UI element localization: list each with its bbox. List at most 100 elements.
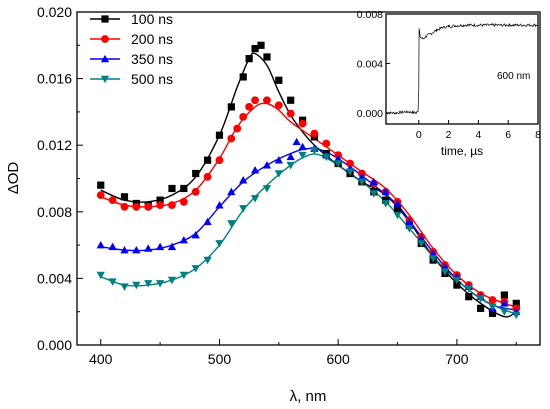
- main-series-markers: [96, 41, 521, 320]
- data-point: [440, 262, 450, 271]
- data-point: [179, 271, 188, 280]
- x-tick-label: 700: [445, 351, 469, 367]
- data-point: [120, 193, 129, 201]
- data-point: [215, 240, 224, 248]
- data-point: [346, 159, 354, 168]
- data-point: [500, 299, 509, 307]
- data-point: [298, 119, 307, 128]
- series-curve-1: [100, 102, 517, 308]
- data-point: [250, 166, 260, 174]
- data-point: [440, 268, 450, 276]
- data-point: [334, 154, 343, 162]
- data-point: [286, 109, 295, 118]
- data-point: [179, 197, 188, 206]
- data-point: [453, 281, 461, 289]
- data-point: [191, 265, 200, 273]
- data-point: [227, 187, 236, 196]
- inset-x-tick-label: 4: [475, 129, 481, 141]
- data-point: [500, 291, 508, 299]
- data-point: [322, 153, 331, 161]
- inset-x-tick-label: 8: [535, 129, 541, 141]
- data-point: [245, 103, 254, 111]
- data-point: [167, 242, 177, 251]
- data-point: [239, 73, 247, 81]
- data-point: [108, 196, 117, 205]
- data-point: [429, 255, 438, 263]
- inset-x-axis-title: time, µs: [441, 144, 483, 158]
- inset-y-tick-label: 0.000: [357, 108, 383, 120]
- data-point: [245, 55, 253, 63]
- y-tick-label: 0.004: [37, 270, 72, 286]
- inset-y-axis: 0.000 0.004 0.008: [357, 9, 390, 120]
- data-point: [464, 285, 473, 293]
- data-point: [381, 187, 390, 196]
- data-point: [144, 244, 153, 252]
- data-point: [286, 152, 295, 161]
- main-y-axis: 0.000 0.004 0.008 0.012 0.016 0.020: [37, 4, 83, 353]
- inset-x-tick-label: 6: [505, 129, 511, 141]
- inset-plot: 0.000 0.004 0.008 0 2 4 6 8 600 nm time, µs: [357, 9, 541, 158]
- legend-label: 200 ns: [131, 31, 173, 47]
- data-point: [263, 96, 271, 105]
- data-point: [250, 195, 260, 203]
- y-axis-title: ΔOD: [5, 162, 22, 195]
- data-point: [132, 281, 141, 290]
- data-point: [405, 217, 414, 226]
- data-point: [274, 156, 283, 164]
- legend-marker: [100, 54, 110, 63]
- data-point: [488, 303, 497, 311]
- legend-marker: [100, 75, 110, 84]
- data-point: [155, 242, 165, 251]
- data-point: [156, 201, 165, 210]
- data-point: [227, 134, 236, 143]
- data-point: [322, 139, 331, 148]
- data-point: [275, 76, 283, 84]
- data-point: [488, 309, 497, 317]
- data-point: [488, 296, 497, 304]
- x-axis-title: λ, nm: [290, 388, 327, 405]
- inset-x-axis: 0 2 4 6 8: [416, 120, 541, 141]
- data-point: [97, 181, 105, 189]
- data-point: [144, 280, 153, 288]
- data-point: [382, 196, 390, 204]
- data-point: [203, 217, 212, 226]
- y-tick-label: 0.020: [37, 4, 72, 20]
- data-point: [298, 142, 307, 151]
- data-point: [120, 245, 129, 254]
- data-point: [96, 191, 105, 200]
- data-point: [120, 202, 129, 211]
- data-point: [96, 271, 105, 280]
- data-point: [310, 129, 319, 138]
- data-point: [156, 196, 164, 204]
- data-point: [215, 201, 224, 209]
- data-point: [393, 199, 402, 207]
- data-point: [239, 112, 248, 121]
- data-point: [144, 202, 153, 211]
- data-point: [262, 185, 272, 193]
- x-tick-label: 600: [326, 351, 350, 367]
- inset-x-tick-label: 0: [416, 129, 422, 141]
- data-point: [357, 172, 367, 181]
- inset-x-tick-label: 2: [446, 129, 452, 141]
- data-point: [298, 151, 307, 160]
- legend-label: 350 ns: [131, 51, 173, 67]
- y-tick-label: 0.000: [37, 337, 72, 353]
- inset-trace-line: [385, 22, 539, 115]
- data-point: [334, 160, 343, 168]
- data-point: [477, 304, 485, 312]
- data-point: [476, 295, 485, 303]
- data-point: [191, 230, 200, 239]
- data-point: [155, 280, 165, 288]
- data-point: [168, 184, 176, 193]
- data-point: [108, 242, 117, 251]
- data-point: [257, 41, 265, 49]
- data-point: [369, 177, 378, 186]
- data-point: [262, 161, 272, 169]
- data-point: [96, 240, 105, 249]
- data-point: [274, 101, 283, 110]
- data-point: [369, 190, 378, 198]
- legend-marker: [101, 15, 109, 23]
- data-point: [233, 124, 242, 133]
- data-point: [167, 276, 177, 285]
